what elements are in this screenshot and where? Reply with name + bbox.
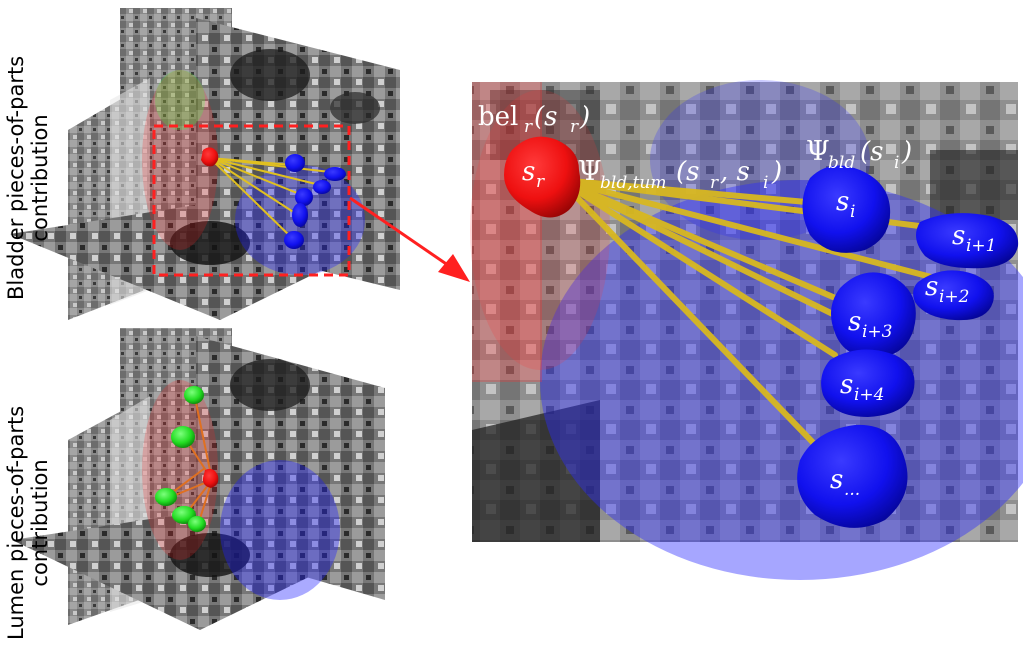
- node-s-i3: [831, 272, 916, 359]
- unary-sub: bld: [828, 153, 855, 173]
- pairwise-psi: Ψ: [578, 156, 602, 187]
- node-s-i3-base: s: [848, 307, 861, 337]
- zoom-arrow-head: [438, 254, 470, 282]
- lumen-nodes-small: [155, 386, 206, 532]
- pairwise-open: (s: [676, 157, 700, 187]
- unary-open: (s: [860, 137, 884, 167]
- bladder-3d-panel: [10, 8, 400, 320]
- belief-arg-sub: r: [570, 117, 579, 137]
- node-s-i-sub: i: [850, 202, 855, 222]
- pairwise-mid: , s: [720, 157, 750, 187]
- node-label-s-i2: s i+2: [925, 272, 970, 307]
- node-label-s-i: s i: [836, 187, 855, 222]
- node-s-i4-base: s: [840, 370, 853, 400]
- node-label-s-more: s ...: [830, 465, 860, 500]
- unary-potential-label: Ψ bld (s i ): [806, 136, 912, 173]
- node-s-more: [797, 424, 908, 528]
- lumen-panel-label: Lumen pieces-of-parts contribution: [4, 406, 52, 640]
- node-label-s-i4: s i+4: [840, 370, 885, 405]
- node-s-r-base: s: [522, 157, 535, 187]
- pairwise-potential-label: Ψ bld,tum (s r , s i ): [578, 156, 782, 193]
- belief-label: bel r (s r ): [478, 102, 590, 137]
- tumor-node-small: [201, 147, 219, 167]
- edge-r-i4: [557, 177, 838, 358]
- edge-r-i3b: [557, 177, 848, 323]
- node-label-s-i1: s i+1: [952, 221, 997, 256]
- node-label-s-r: s r: [522, 157, 545, 192]
- unary-close: ): [901, 137, 912, 167]
- node-s-i: [802, 165, 891, 253]
- node-s-r: [504, 136, 581, 218]
- pairwise-edges: [557, 177, 938, 458]
- bladder-panel-label: Bladder pieces-of-parts contribution: [4, 56, 52, 300]
- bladder-label-line2: contribution: [28, 114, 52, 242]
- lumen-3d-panel: [12, 328, 385, 630]
- lumen-label-line1: Lumen pieces-of-parts: [4, 405, 28, 640]
- node-s-more-sub: ...: [844, 480, 860, 500]
- belief-sub: r: [524, 117, 533, 137]
- pairwise-close: ): [771, 157, 782, 187]
- pairwise-a1: r: [710, 173, 719, 193]
- lumen-label-line2: contribution: [28, 459, 52, 587]
- unary-psi: Ψ: [806, 136, 830, 167]
- edges-small-top: [209, 157, 331, 239]
- zoom-region-box: [152, 124, 351, 277]
- node-s-i2: [913, 270, 994, 321]
- belief-close: ): [579, 102, 590, 132]
- bladder-label-line1: Bladder pieces-of-parts: [4, 55, 28, 300]
- node-s-i2-sub: i+2: [939, 287, 970, 307]
- node-label-s-i3: s i+3: [848, 307, 893, 342]
- edge-r-more: [557, 177, 828, 458]
- bladder-nodes-small: [284, 154, 346, 249]
- unary-a1: i: [894, 153, 899, 173]
- node-s-i1: [916, 213, 1019, 269]
- node-s-i-base: s: [836, 187, 849, 217]
- node-s-i2-base: s: [925, 272, 938, 302]
- node-s-i4-sub: i+4: [854, 385, 885, 405]
- pairwise-a2: i: [763, 173, 768, 193]
- node-s-i1-sub: i+1: [966, 236, 997, 256]
- node-s-more-base: s: [830, 465, 843, 495]
- pairwise-sub: bld,tum: [600, 173, 667, 193]
- zoom-arrow: [349, 196, 459, 274]
- belief-fn: bel: [478, 102, 518, 132]
- belief-arg: (s: [534, 102, 558, 132]
- node-s-i3-sub: i+3: [862, 322, 893, 342]
- node-s-i4: [821, 349, 915, 417]
- zoom-panel: bel r (s r ) Ψ bld,tum (s r , s i ) Ψ bl…: [470, 80, 1023, 580]
- tumor-node-small-2: [202, 468, 219, 488]
- node-s-i1-base: s: [952, 221, 965, 251]
- edge-r-i2: [557, 177, 938, 281]
- node-s-r-sub: r: [536, 172, 545, 192]
